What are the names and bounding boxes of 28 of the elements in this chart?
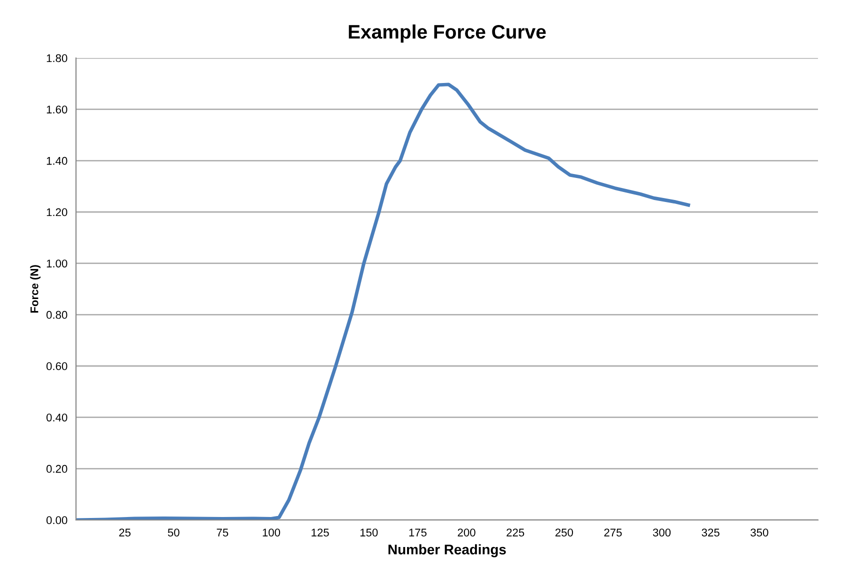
x-tick-label: 75 [216, 528, 228, 536]
y-tick-label: 0.20 [46, 464, 68, 473]
x-tick-label: 175 [409, 528, 427, 536]
x-tick-label: 275 [604, 528, 622, 536]
y-tick-label: 0.00 [46, 516, 68, 524]
y-tick-label: 1.80 [46, 54, 68, 62]
x-tick-label: 125 [312, 528, 329, 536]
x-tick-label: 250 [555, 528, 573, 536]
y-tick-label: 1.60 [46, 106, 68, 114]
y-tick-label: 0.60 [46, 362, 68, 370]
x-tick-label: 25 [119, 528, 131, 536]
x-tick-label: 150 [360, 528, 378, 536]
x-tick-label: 325 [702, 528, 720, 536]
y-tick-label: 1.40 [46, 156, 68, 165]
x-axis-title: Number Readings [388, 544, 506, 558]
y-tick-label: 0.40 [46, 414, 68, 422]
chart-title: Example Force Curve [348, 24, 546, 43]
x-tick-label: 100 [262, 528, 280, 536]
x-tick-label: 225 [506, 528, 524, 536]
line-series [76, 82, 690, 520]
x-tick-label: 50 [168, 528, 180, 536]
y-tick-label: 1.00 [46, 260, 68, 268]
x-tick-label: 350 [750, 528, 768, 536]
x-tick-label: 200 [458, 528, 476, 536]
y-tick-label: 0.80 [46, 310, 68, 319]
y-tick-label: 1.20 [46, 208, 68, 216]
y-axis-title: Force (N) [30, 265, 40, 313]
x-tick-label: 300 [652, 528, 671, 536]
